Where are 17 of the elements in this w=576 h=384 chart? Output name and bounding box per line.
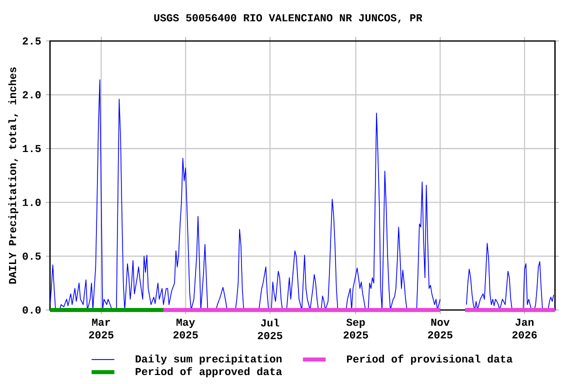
y-tick-label: 0.0 <box>22 306 41 314</box>
y-tick-label: 2.0 <box>22 91 41 98</box>
x-tick-label: May 2025 <box>173 318 198 338</box>
y-tick-label: 1.5 <box>22 145 41 152</box>
x-tick-label: Jan 2026 <box>512 318 537 338</box>
legend-label: Daily sum precipitation <box>136 354 282 365</box>
y-tick-label: 1.0 <box>22 198 41 206</box>
x-tick-label: Sep 2025 <box>344 318 368 339</box>
x-tick-label: Mar 2025 <box>89 318 114 338</box>
y-axis-title: DAILY Precipitation, total, inches <box>8 67 18 284</box>
chart-title: USGS 50056400 RIO VALENCIANO NR JUNCOS, PR <box>154 14 422 24</box>
x-tick-label: Jul 2025 <box>258 318 282 340</box>
legend-label: Period of provisional data <box>347 354 512 365</box>
y-tick-label: 2.5 <box>22 37 41 45</box>
y-tick-label: 0.5 <box>22 252 41 260</box>
x-tick-label: Nov 2025 <box>428 318 452 338</box>
legend-label: Period of approved data <box>136 367 282 378</box>
